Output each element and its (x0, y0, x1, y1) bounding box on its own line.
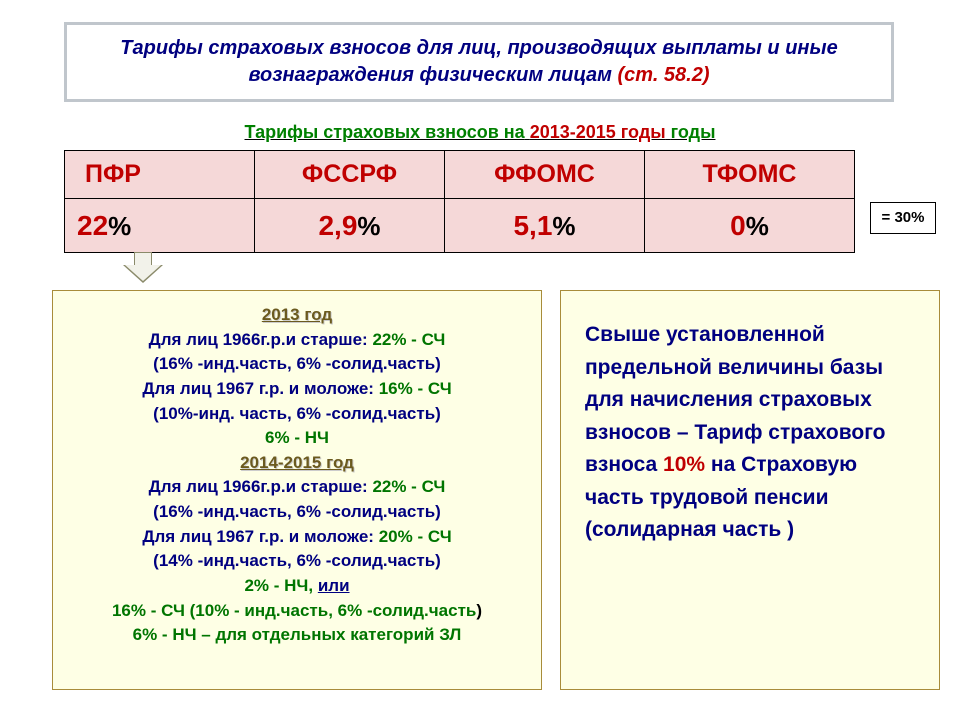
th-2: ФФОМС (445, 151, 645, 199)
detail-line: 2% - НЧ, или (63, 574, 531, 599)
note-box: Свыше установленной предельной величины … (560, 290, 940, 690)
detail-line: 16% - СЧ (10% - инд.часть, 6% -солид.час… (63, 599, 531, 624)
note-percent: 10% (663, 453, 705, 476)
subtitle: Тарифы страховых взносов на 2013-2015 го… (0, 122, 960, 143)
table-value-row: 22% 2,9% 5,1% 0% (65, 199, 855, 253)
detail-line: (10%-инд. часть, 6% -солид.часть) (63, 402, 531, 427)
title-box: Тарифы страховых взносов для лиц, произв… (64, 22, 894, 102)
val-1: 2,9 (318, 210, 357, 241)
th-0: ПФР (65, 151, 255, 199)
year-2013: 2013 год (63, 303, 531, 328)
detail-line: 6% - НЧ – для отдельных категорий ЗЛ (63, 623, 531, 648)
pct-sign: % (552, 211, 575, 241)
detail-line: 6% - НЧ (63, 426, 531, 451)
val-0: 22 (77, 210, 108, 241)
title-ref: (ст. 58.2) (618, 64, 710, 86)
pct-sign: % (746, 211, 769, 241)
subtitle-years: 2013-2015 годы (530, 122, 666, 142)
td-3: 0% (645, 199, 855, 253)
table-header-row: ПФР ФССРФ ФФОМС ТФОМС (65, 151, 855, 199)
detail-line: (16% -инд.часть, 6% -солид.часть) (63, 500, 531, 525)
detail-line: Для лиц 1966г.р.и старше: 22% - СЧ (63, 328, 531, 353)
year-2014-2015: 2014-2015 год (63, 451, 531, 476)
detail-line: Для лиц 1967 г.р. и моложе: 16% - СЧ (63, 377, 531, 402)
detail-line: Для лиц 1967 г.р. и моложе: 20% - СЧ (63, 525, 531, 550)
td-2: 5,1% (445, 199, 645, 253)
arrow-down-icon (123, 252, 163, 284)
th-3: ТФОМС (645, 151, 855, 199)
rates-table: ПФР ФССРФ ФФОМС ТФОМС 22% 2,9% 5,1% 0% (64, 150, 855, 253)
td-0: 22% (65, 199, 255, 253)
detail-line: (16% -инд.часть, 6% -солид.часть) (63, 352, 531, 377)
subtitle-part2: годы (671, 122, 716, 142)
pct-sign: % (357, 211, 380, 241)
rates-table-wrap: ПФР ФССРФ ФФОМС ТФОМС 22% 2,9% 5,1% 0% (64, 150, 855, 253)
th-1: ФССРФ (255, 151, 445, 199)
val-3: 0 (730, 210, 746, 241)
detail-line: (14% -инд.часть, 6% -солид.часть) (63, 549, 531, 574)
pct-sign: % (108, 211, 131, 241)
title-text: Тарифы страховых взносов для лиц, произв… (120, 37, 837, 86)
val-2: 5,1 (513, 210, 552, 241)
td-1: 2,9% (255, 199, 445, 253)
total-box: = 30% (870, 202, 936, 234)
subtitle-part1: Тарифы страховых взносов на (245, 122, 525, 142)
detail-line: Для лиц 1966г.р.и старше: 22% - СЧ (63, 475, 531, 500)
details-box: 2013 год Для лиц 1966г.р.и старше: 22% -… (52, 290, 542, 690)
